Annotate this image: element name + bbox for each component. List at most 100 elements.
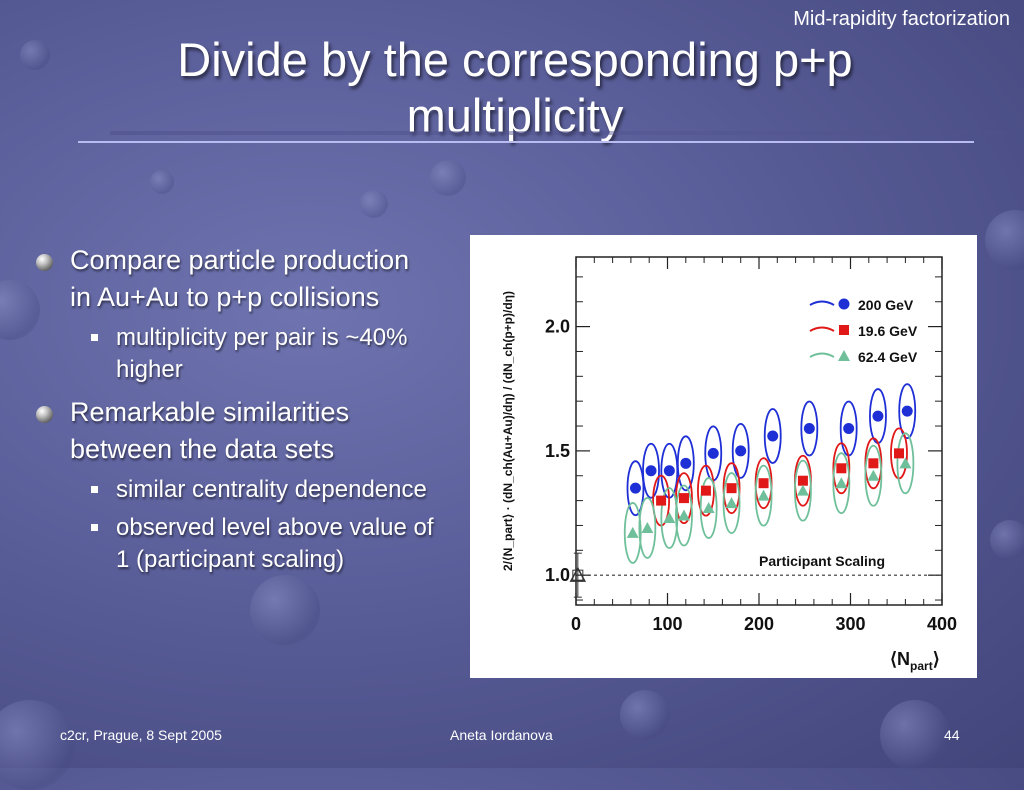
legend-marker — [838, 350, 850, 361]
data-point — [901, 405, 913, 417]
x-tick-label: 200 — [744, 614, 774, 634]
x-tick-label: 0 — [571, 614, 581, 634]
error-ellipse — [722, 462, 741, 515]
error-ellipse — [754, 464, 773, 527]
title-shadow-rule — [110, 131, 1005, 135]
error-ellipse — [832, 452, 851, 515]
bullet-list: Compare particle production in Au+Au to … — [34, 242, 434, 584]
pp-reference-square — [572, 569, 584, 581]
data-point — [700, 485, 711, 496]
data-point — [758, 478, 769, 489]
x-tick-label: 400 — [927, 614, 957, 634]
legend-label: 62.4 GeV — [858, 349, 918, 365]
title-rule — [78, 141, 974, 143]
data-point — [645, 465, 657, 477]
footer-left: c2cr, Prague, 8 Sept 2005 — [60, 727, 222, 743]
data-point — [626, 526, 639, 538]
bg-bubble — [880, 700, 950, 770]
corner-label: Mid-rapidity factorization — [793, 8, 1010, 30]
sub-bullet-list: similar centrality dependence observed l… — [70, 474, 434, 576]
error-ellipse — [699, 477, 718, 539]
error-ellipse — [898, 383, 917, 440]
error-ellipse — [660, 487, 679, 549]
error-ellipse — [642, 442, 660, 499]
data-point — [893, 448, 904, 459]
bg-bubble — [430, 160, 466, 196]
legend-line — [809, 352, 835, 358]
legend-label: 19.6 GeV — [858, 323, 918, 339]
bullet-item: Compare particle production in Au+Au to … — [34, 242, 434, 386]
bullet-ball-icon — [36, 254, 53, 271]
data-point — [757, 489, 770, 501]
y-tick-label: 1.5 — [545, 441, 570, 461]
bullet-ball-icon — [36, 406, 53, 423]
data-point — [702, 502, 715, 514]
data-point — [796, 484, 809, 496]
sub-bullet-item: similar centrality dependence — [70, 474, 434, 506]
data-point — [835, 477, 848, 489]
bg-bubble — [985, 210, 1024, 270]
error-ellipse — [864, 444, 883, 507]
pp-reference-triangle — [569, 566, 587, 582]
square-bullet-icon — [91, 486, 98, 493]
sub-bullet-list: multiplicity per pair is ~40% higher — [70, 322, 434, 386]
bg-bubble — [250, 575, 320, 645]
data-point — [867, 469, 880, 481]
data-point — [707, 447, 719, 459]
error-ellipse — [896, 432, 915, 495]
error-ellipse — [676, 435, 695, 492]
error-ellipse — [832, 442, 851, 495]
x-tick-label: 100 — [652, 614, 682, 634]
data-point — [629, 482, 641, 494]
data-point — [656, 495, 667, 506]
data-point — [868, 458, 879, 469]
square-bullet-icon — [91, 524, 98, 531]
participant-scaling-label: Participant Scaling — [759, 553, 885, 569]
bg-bubble — [360, 190, 388, 218]
bg-bubble — [0, 700, 75, 790]
error-ellipse — [675, 484, 693, 547]
data-point — [836, 463, 847, 474]
y-axis-label-group: 2/⟨N_part⟩ · (dN_ch(Au+Au)/dη) / (dN_ch(… — [501, 291, 515, 571]
markers-19_6-GeV — [656, 448, 904, 506]
data-point — [677, 509, 690, 521]
data-point — [843, 423, 855, 435]
bullet-item: Remarkable similarities between the data… — [34, 394, 434, 576]
footer-center: Aneta Iordanova — [450, 727, 553, 743]
error-ellipse — [626, 460, 645, 517]
data-point — [726, 483, 737, 494]
bg-bubble — [990, 520, 1024, 560]
markers-200-GeV — [629, 405, 913, 494]
participant-scaling-chart: 0 100 200 300 400 1.0 1.5 2.0 Participant Scalin… — [501, 256, 957, 673]
sub-bullet-text: multiplicity per pair is ~40% higher — [116, 324, 408, 383]
data-point — [735, 445, 747, 457]
sub-bullet-text: observed level above value of 1 (partici… — [116, 514, 434, 573]
sub-bullet-text: similar centrality dependence — [116, 476, 427, 503]
series-62_4-GeV — [623, 432, 915, 564]
error-ellipse — [623, 502, 642, 564]
bg-bubble — [620, 690, 670, 740]
title-line-1: Divide by the corresponding p+p — [177, 33, 853, 86]
x-axis-label: ⟨Npart⟩ — [890, 649, 940, 673]
bullet-text: Compare particle production in Au+Au to … — [70, 245, 410, 312]
legend-label: 200 GeV — [858, 297, 914, 313]
sub-bullet-item: multiplicity per pair is ~40% higher — [70, 322, 434, 386]
legend-line — [809, 326, 835, 332]
sub-bullet-item: observed level above value of 1 (partici… — [70, 512, 434, 576]
error-ellipse — [794, 459, 812, 522]
data-point — [872, 410, 884, 422]
error-ellipse — [763, 408, 782, 464]
data-point — [678, 493, 689, 504]
error-ellipse — [697, 464, 715, 517]
y-axis-label: 2/⟨N_part⟩ · (dN_ch(Au+Au)/dη) / (dN_ch(… — [501, 291, 515, 571]
data-point — [641, 521, 654, 533]
error-ellipse — [800, 400, 819, 457]
legend-line — [809, 300, 835, 306]
data-point — [725, 497, 738, 509]
x-axis-label-sub: part — [910, 659, 933, 673]
legend-marker — [838, 298, 850, 310]
bg-bubble — [20, 40, 50, 70]
data-point — [767, 430, 779, 442]
y-tick-label: 1.0 — [545, 565, 570, 585]
x-axis-label-close: ⟩ — [933, 649, 940, 669]
